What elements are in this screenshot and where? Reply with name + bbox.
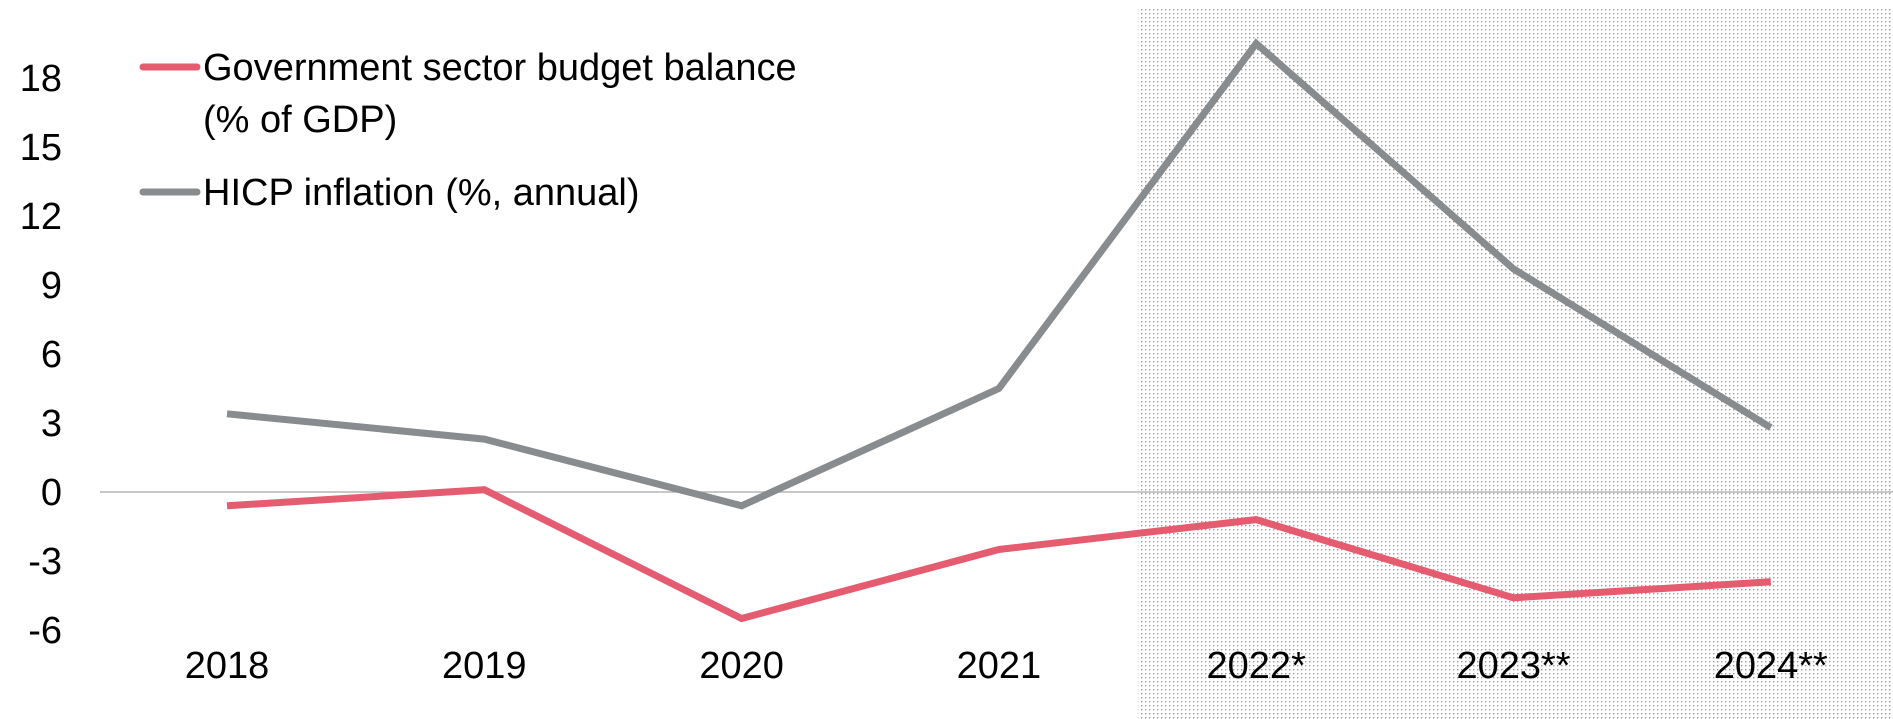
- legend-label-1: HICP inflation (%, annual): [203, 172, 640, 214]
- series-lines: [226, 38, 1773, 623]
- y-tick-label: 12: [20, 196, 62, 238]
- x-tick-label: 2021: [957, 645, 1042, 687]
- y-tick-label: -3: [28, 541, 62, 583]
- legend-label-0: Government sector budget balance: [203, 47, 797, 89]
- legend-label-0: (% of GDP): [203, 99, 397, 141]
- forecast-shaded-region: [1138, 8, 1893, 719]
- x-tick-label: 2023**: [1456, 645, 1570, 687]
- legend: Government sector budget balance (% of GD…: [139, 47, 797, 214]
- x-tick-label: 2019: [442, 645, 527, 687]
- y-tick-label: 0: [41, 472, 62, 514]
- y-tick-label: 6: [41, 334, 62, 376]
- y-tick-label: -6: [28, 610, 62, 652]
- x-tick-label: 2020: [699, 645, 784, 687]
- y-tick-label: 9: [41, 265, 62, 307]
- y-tick-label: 15: [20, 127, 62, 169]
- x-tick-label: 2024**: [1714, 645, 1828, 687]
- x-axis-tick-labels: 2018 2019 2020 2021 2022* 2023** 2024**: [185, 645, 1828, 687]
- y-axis-tick-labels: 18 15 12 9 6 3 0 -3 -6: [20, 58, 62, 652]
- x-tick-label: 2022*: [1207, 645, 1307, 687]
- x-tick-label: 2018: [185, 645, 270, 687]
- y-tick-label: 18: [20, 58, 62, 100]
- y-tick-label: 3: [41, 403, 62, 445]
